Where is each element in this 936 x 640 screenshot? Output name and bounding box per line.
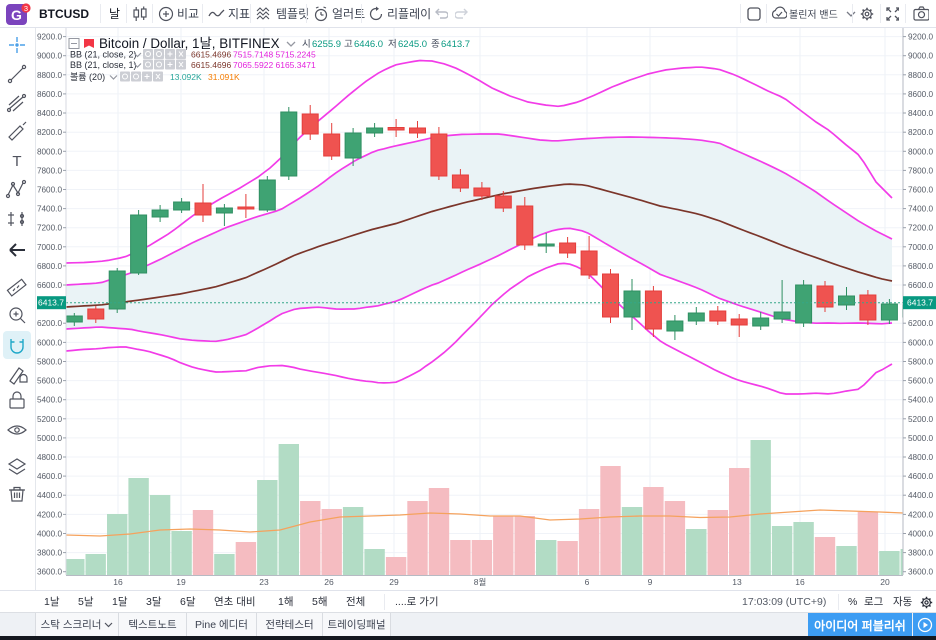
- svg-text:6413.7: 6413.7: [907, 298, 933, 308]
- svg-text:4000.0: 4000.0: [37, 530, 62, 539]
- svg-text:6413.7: 6413.7: [38, 298, 64, 308]
- svg-text:저: 저: [388, 39, 397, 50]
- svg-text:8600.0: 8600.0: [37, 90, 62, 99]
- svg-text:5800.0: 5800.0: [37, 358, 62, 367]
- svg-text:7200.0: 7200.0: [908, 224, 933, 233]
- svg-text:8월: 8월: [474, 577, 487, 587]
- svg-text:4600.0: 4600.0: [908, 472, 933, 481]
- svg-text:9: 9: [648, 577, 653, 587]
- svg-text:4400.0: 4400.0: [908, 491, 933, 500]
- svg-text:7400.0: 7400.0: [908, 205, 933, 214]
- svg-text:4000.0: 4000.0: [908, 530, 933, 539]
- svg-text:6245.0: 6245.0: [398, 39, 427, 50]
- svg-text:20: 20: [880, 577, 890, 587]
- svg-text:3800.0: 3800.0: [37, 549, 62, 558]
- svg-text:G: G: [11, 7, 22, 23]
- svg-text:7000.0: 7000.0: [908, 243, 933, 252]
- svg-text:6600.0: 6600.0: [37, 281, 62, 290]
- svg-text:6615.4696: 6615.4696: [191, 60, 231, 70]
- svg-text:23: 23: [259, 577, 269, 587]
- svg-text:8000.0: 8000.0: [908, 147, 933, 156]
- svg-text:6: 6: [585, 577, 590, 587]
- svg-text:5200.0: 5200.0: [908, 415, 933, 424]
- svg-text:9200.0: 9200.0: [37, 33, 62, 42]
- svg-text:7515.7148: 7515.7148: [233, 50, 273, 60]
- svg-text:5400.0: 5400.0: [37, 396, 62, 405]
- svg-text:7800.0: 7800.0: [37, 166, 62, 175]
- svg-text:8800.0: 8800.0: [37, 71, 62, 80]
- svg-text:7000.0: 7000.0: [37, 243, 62, 252]
- svg-text:5000.0: 5000.0: [908, 434, 933, 443]
- svg-text:19: 19: [176, 577, 186, 587]
- svg-text:8200.0: 8200.0: [37, 128, 62, 137]
- svg-text:4800.0: 4800.0: [908, 453, 933, 462]
- svg-text:BB (21, close, 2): BB (21, close, 2): [70, 50, 137, 60]
- svg-text:5715.2245: 5715.2245: [276, 50, 316, 60]
- svg-text:8400.0: 8400.0: [37, 109, 62, 118]
- svg-text:5600.0: 5600.0: [908, 377, 933, 386]
- svg-text:8800.0: 8800.0: [908, 71, 933, 80]
- svg-text:6255.9: 6255.9: [312, 39, 341, 50]
- svg-text:5200.0: 5200.0: [37, 415, 62, 424]
- svg-text:6413.7: 6413.7: [441, 39, 470, 50]
- svg-text:6200.0: 6200.0: [908, 319, 933, 328]
- svg-text:9000.0: 9000.0: [37, 52, 62, 61]
- svg-text:시: 시: [302, 39, 311, 50]
- svg-text:BB (21, close, 1): BB (21, close, 1): [70, 60, 137, 70]
- svg-text:볼륨 (20): 볼륨 (20): [70, 72, 105, 82]
- svg-text:7800.0: 7800.0: [908, 166, 933, 175]
- svg-text:7065.5922: 7065.5922: [233, 60, 273, 70]
- svg-text:5600.0: 5600.0: [37, 377, 62, 386]
- svg-text:3600.0: 3600.0: [37, 568, 62, 577]
- svg-text:8000.0: 8000.0: [37, 147, 62, 156]
- svg-text:7400.0: 7400.0: [37, 205, 62, 214]
- svg-text:16: 16: [795, 577, 805, 587]
- svg-text:고: 고: [344, 39, 353, 50]
- svg-text:6800.0: 6800.0: [908, 262, 933, 271]
- svg-text:29: 29: [389, 577, 399, 587]
- svg-text:16: 16: [113, 577, 123, 587]
- svg-text:8200.0: 8200.0: [908, 128, 933, 137]
- svg-text:6800.0: 6800.0: [37, 262, 62, 271]
- svg-text:5000.0: 5000.0: [37, 434, 62, 443]
- svg-text:13.092K: 13.092K: [170, 72, 202, 82]
- svg-text:6615.4696: 6615.4696: [191, 50, 231, 60]
- svg-text:종: 종: [431, 39, 440, 50]
- svg-text:3600.0: 3600.0: [908, 568, 933, 577]
- svg-text:9200.0: 9200.0: [908, 33, 933, 42]
- svg-text:7600.0: 7600.0: [908, 186, 933, 195]
- svg-text:4200.0: 4200.0: [908, 510, 933, 519]
- svg-text:6000.0: 6000.0: [37, 338, 62, 347]
- svg-text:9000.0: 9000.0: [908, 52, 933, 61]
- svg-text:4600.0: 4600.0: [37, 472, 62, 481]
- svg-text:5400.0: 5400.0: [908, 396, 933, 405]
- svg-text:4400.0: 4400.0: [37, 491, 62, 500]
- svg-text:6165.3471: 6165.3471: [276, 60, 316, 70]
- svg-text:6000.0: 6000.0: [908, 338, 933, 347]
- svg-text:3: 3: [24, 4, 28, 13]
- svg-text:13: 13: [732, 577, 742, 587]
- svg-text:Bitcoin / Dollar, 1날, BITFINEX: Bitcoin / Dollar, 1날, BITFINEX: [99, 36, 280, 51]
- svg-text:8400.0: 8400.0: [908, 109, 933, 118]
- svg-text:8600.0: 8600.0: [908, 90, 933, 99]
- svg-text:3800.0: 3800.0: [908, 549, 933, 558]
- svg-text:4800.0: 4800.0: [37, 453, 62, 462]
- svg-text:7200.0: 7200.0: [37, 224, 62, 233]
- svg-text:5800.0: 5800.0: [908, 358, 933, 367]
- svg-text:7600.0: 7600.0: [37, 186, 62, 195]
- svg-text:6446.0: 6446.0: [354, 39, 383, 50]
- svg-text:31.091K: 31.091K: [208, 72, 240, 82]
- svg-text:26: 26: [324, 577, 334, 587]
- svg-text:6600.0: 6600.0: [908, 281, 933, 290]
- svg-text:4200.0: 4200.0: [37, 510, 62, 519]
- svg-text:6200.0: 6200.0: [37, 319, 62, 328]
- svg-text:T: T: [12, 153, 21, 170]
